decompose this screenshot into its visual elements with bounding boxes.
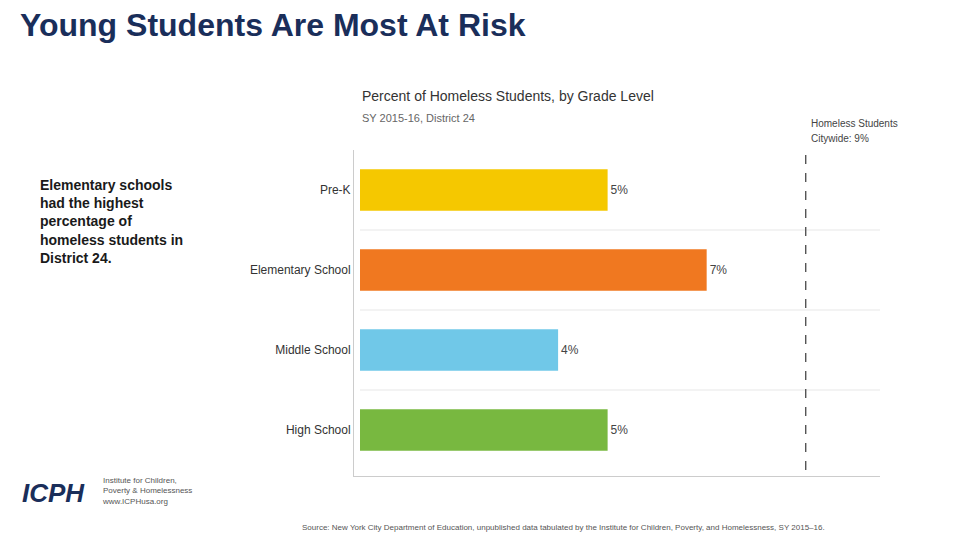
- svg-text:Institute for Children,Poverty: Institute for Children,Poverty & Homeles…: [102, 476, 192, 506]
- svg-text:4%: 4%: [561, 343, 579, 357]
- svg-text:7%: 7%: [710, 263, 728, 277]
- svg-text:Citywide: 9%: Citywide: 9%: [811, 133, 869, 144]
- svg-text:Elementary schoolshad the high: Elementary schoolshad the highestpercent…: [40, 177, 183, 266]
- svg-text:Elementary School: Elementary School: [250, 263, 351, 277]
- svg-text:Young Students Are Most At Ris: Young Students Are Most At Risk: [20, 7, 526, 43]
- svg-text:5%: 5%: [611, 183, 629, 197]
- svg-text:5%: 5%: [611, 423, 629, 437]
- svg-text:High School: High School: [286, 423, 351, 437]
- svg-text:Percent of Homeless Students,: Percent of Homeless Students, by Grade L…: [362, 88, 654, 104]
- svg-text:Middle School: Middle School: [275, 343, 350, 357]
- svg-text:ICPH: ICPH: [22, 478, 85, 508]
- svg-text:Homeless Students: Homeless Students: [811, 118, 898, 129]
- svg-text:Pre-K: Pre-K: [320, 183, 351, 197]
- svg-text:SY 2015-16, District 24: SY 2015-16, District 24: [362, 112, 475, 124]
- svg-text:Source: New York City Departme: Source: New York City Department of Educ…: [302, 523, 825, 532]
